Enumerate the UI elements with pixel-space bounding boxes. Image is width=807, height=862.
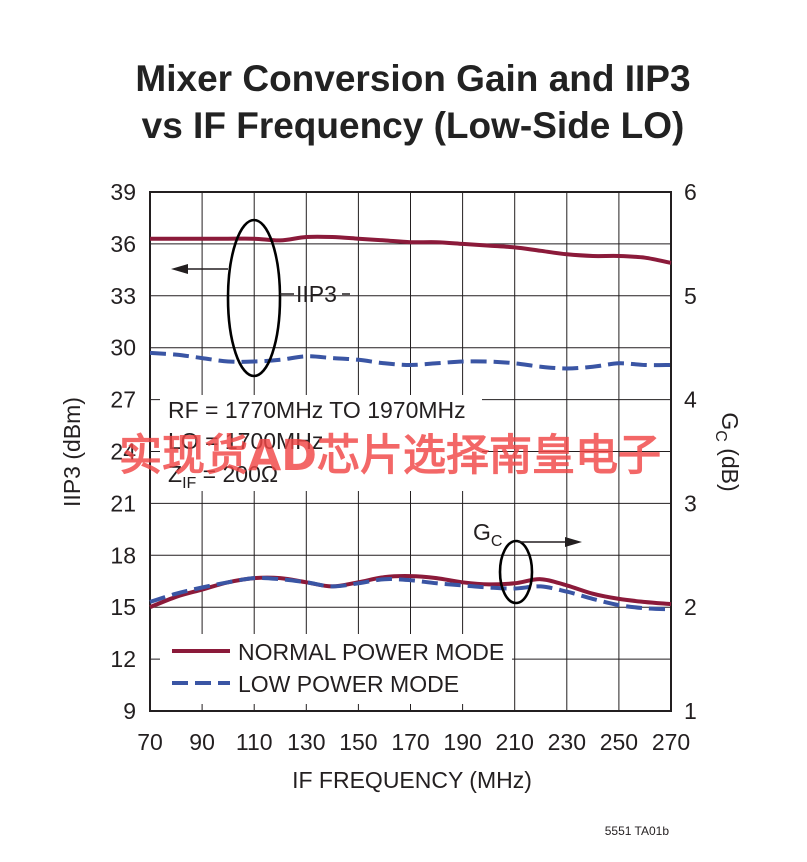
y-right-tick-label: 5 <box>684 283 697 309</box>
chart-title-line-1: Mixer Conversion Gain and IIP3 <box>135 58 690 99</box>
y-left-tick-label: 30 <box>110 335 136 361</box>
chart-title-line-2: vs IF Frequency (Low-Side LO) <box>142 105 685 146</box>
y-left-tick-labels: 9 12 15 18 21 24 27 30 33 36 39 <box>110 179 136 724</box>
series-line-iip3-normal-power <box>149 234 672 265</box>
y-right-tick-label: 2 <box>684 594 697 620</box>
gc-ellipse <box>498 539 534 605</box>
series-line-gc-low-power <box>149 575 672 612</box>
series-layer <box>149 234 672 612</box>
y-left-tick-label: 27 <box>110 387 136 413</box>
conditions-backdrop <box>160 395 482 491</box>
x-tick-label: 110 <box>236 729 273 755</box>
y-right-label-sub: C <box>712 430 729 442</box>
gc-arrow-head <box>565 537 582 547</box>
y-right-label-base: G <box>717 412 743 430</box>
y-left-tick-label: 12 <box>110 646 136 672</box>
x-tick-label: 90 <box>189 729 215 755</box>
watermark-text: 实现货AD芯片选择南皇电子 <box>119 431 661 481</box>
gc-label: GC <box>473 519 502 550</box>
y-left-tick-label: 24 <box>110 439 136 465</box>
condition-lo: LO = 1700MHz <box>168 428 323 454</box>
legend-backdrop <box>160 634 512 704</box>
plot-frame <box>149 191 672 712</box>
series-line-gc-normal-power <box>149 574 672 610</box>
x-tick-label: 270 <box>652 729 690 755</box>
y-right-axis-label: GC (dB) <box>712 412 743 491</box>
y-left-tick-label: 9 <box>123 698 136 724</box>
y-left-tick-label: 39 <box>110 179 136 205</box>
y-right-tick-label: 4 <box>684 387 697 413</box>
x-tick-label: 190 <box>443 729 481 755</box>
x-tick-label: 150 <box>339 729 377 755</box>
iip3-annotation: IIP3 <box>171 218 350 378</box>
y-right-tick-labels: 1 2 3 4 5 6 <box>684 179 697 724</box>
y-right-tick-label: 6 <box>684 179 697 205</box>
y-left-tick-label: 33 <box>110 283 136 309</box>
y-left-tick-label: 15 <box>110 594 136 620</box>
legend-normal-label: NORMAL POWER MODE <box>238 639 504 665</box>
y-right-label-rest: (dB) <box>717 442 743 492</box>
y-left-tick-label: 21 <box>110 490 136 516</box>
y-right-tick-label: 1 <box>684 698 697 724</box>
x-tick-label: 230 <box>548 729 586 755</box>
series-line-iip3-low-power <box>149 350 672 371</box>
condition-zif-base: Z <box>168 461 182 487</box>
gc-annotation: GC <box>473 519 582 605</box>
condition-rf: RF = 1770MHz TO 1970MHz <box>168 397 466 423</box>
iip3-arrow-head <box>171 264 188 274</box>
legend-low-label: LOW POWER MODE <box>238 671 459 697</box>
y-left-tick-label: 36 <box>110 231 136 257</box>
x-tick-label: 70 <box>137 729 163 755</box>
gc-label-sub: C <box>491 533 503 550</box>
condition-zif-sub: IF <box>182 475 196 492</box>
x-tick-label: 250 <box>600 729 638 755</box>
y-right-tick-label: 3 <box>684 490 697 516</box>
x-tick-label: 210 <box>496 729 534 755</box>
y-left-axis-label: IIP3 (dBm) <box>59 397 85 507</box>
x-tick-label: 170 <box>391 729 429 755</box>
gc-label-base: G <box>473 519 491 545</box>
condition-zif-rest: = 200Ω <box>196 461 278 487</box>
y-left-tick-label: 18 <box>110 542 136 568</box>
x-tick-label: 130 <box>287 729 325 755</box>
x-tick-labels: 70 90 110 130 150 170 190 210 230 250 270 <box>137 729 690 755</box>
iip3-ellipse <box>226 218 282 378</box>
legend: NORMAL POWER MODE LOW POWER MODE <box>172 639 504 697</box>
figure-code: 5551 TA01b <box>605 824 670 838</box>
iip3-label: IIP3 <box>296 281 337 307</box>
x-axis-label: IF FREQUENCY (MHz) <box>292 767 532 793</box>
condition-zif: ZIF = 200Ω <box>168 461 278 492</box>
